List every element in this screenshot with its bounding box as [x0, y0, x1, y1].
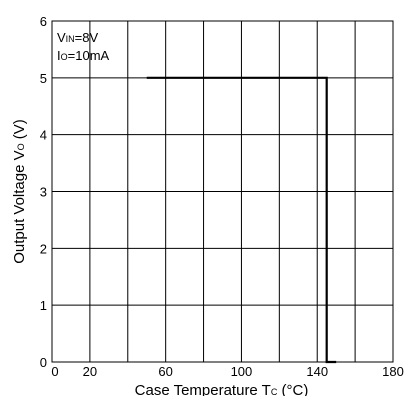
y-axis-title-unit: (V) — [11, 119, 28, 143]
y-tick-label: 5 — [40, 71, 47, 86]
condition-annotations: VIN=8V IO=10mA — [57, 30, 110, 63]
y-axis-title: Output Voltage VO (V) — [11, 119, 28, 264]
x-axis-title-main: Case Temperature T — [135, 382, 271, 396]
condition-annotation: IO=10mA — [57, 48, 110, 63]
y-tick-label: 2 — [40, 241, 47, 256]
series-line — [146, 76, 337, 364]
y-tick-label: 0 — [40, 355, 47, 370]
x-tick-label: 100 — [231, 364, 253, 379]
y-tick-label: 6 — [40, 14, 47, 29]
x-tick-label: 180 — [382, 364, 404, 379]
y-tick-label: 3 — [40, 185, 47, 200]
y-axis-title-main: Output Voltage V — [11, 150, 28, 263]
y-tick-label: 1 — [40, 298, 47, 313]
y-tick-label: 4 — [40, 128, 47, 143]
grid — [52, 21, 393, 362]
x-tick-label: 0 — [51, 364, 58, 379]
x-tick-label: 60 — [158, 364, 172, 379]
plot-frame — [51, 20, 394, 363]
x-axis-title-sub: C — [271, 387, 278, 396]
condition-annotation: VIN=8V — [57, 30, 98, 45]
x-axis-title-unit: (°C) — [277, 382, 308, 396]
x-axis-title: Case Temperature TC (°C) — [135, 382, 309, 396]
series-layer — [146, 76, 337, 364]
x-tick-label: 20 — [83, 364, 97, 379]
y-axis-title-sub: O — [16, 143, 26, 150]
x-tick-label: 140 — [306, 364, 328, 379]
